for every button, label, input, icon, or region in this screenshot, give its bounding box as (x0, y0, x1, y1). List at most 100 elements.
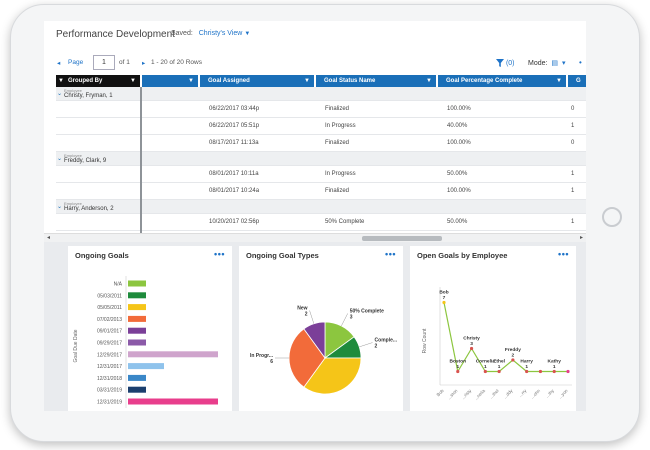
column-header-goal-percentage[interactable]: Goal Percentage Complete ▼ (438, 75, 566, 87)
tick-label: ...ddy (502, 388, 514, 400)
data-point (538, 369, 543, 374)
page-input[interactable]: 1 (93, 55, 115, 70)
tick-label: ...thy (544, 388, 555, 399)
prev-page-icon[interactable]: ◂ (57, 60, 61, 67)
data-label-value: 1 (484, 364, 487, 370)
chevron-down-icon[interactable]: ⌄ (57, 91, 63, 97)
tick-label: 09/01/2017 (97, 329, 122, 335)
scrollbar-thumb[interactable] (362, 236, 442, 241)
table-row[interactable]: 10/20/2017 02:56p 50% Complete 50.00% 1 (56, 214, 586, 231)
cell-extra: 1 (571, 219, 575, 225)
page-label: Page (68, 59, 84, 66)
more-icon[interactable]: ••• (385, 249, 396, 259)
saved-view-name[interactable]: Christy's View (198, 30, 243, 37)
column-header-spacer[interactable]: ▼ (142, 75, 198, 87)
tick-label: 12/31/2018 (97, 376, 122, 382)
data-label-name: Kathy (548, 359, 562, 365)
cell-status: Finalized (325, 140, 350, 146)
group-name: Harry, Anderson, 2 (64, 206, 114, 212)
mode-selector[interactable]: Mode: ▤ ▾ (528, 59, 566, 67)
bar (128, 292, 146, 299)
data-label-value: 1 (456, 364, 459, 370)
tick-label: ...thel (488, 388, 499, 399)
dropdown-icon[interactable]: ▼ (304, 78, 310, 84)
cell-status: Finalized (325, 106, 350, 112)
dropdown-icon[interactable]: ▼ (426, 78, 432, 84)
column-header-goal-assigned[interactable]: Goal Assigned ▼ (200, 75, 314, 87)
tick-label: ...yon (557, 388, 569, 400)
tick-label: 12/31/2017 (97, 364, 122, 370)
slice-label: Comple... (375, 338, 398, 344)
dropdown-icon[interactable]: ▼ (556, 78, 562, 84)
tick-label: ...risty (460, 388, 473, 401)
app-screen: Performance Development Saved: Christy's… (44, 21, 586, 411)
tick-label: ...ohn (530, 388, 542, 400)
saved-view-selector[interactable]: Saved: Christy's View ▼ (171, 30, 250, 37)
more-options-icon[interactable]: • (579, 58, 582, 67)
data-label-name: Cornelia (476, 359, 496, 365)
data-label-name: Christy (463, 336, 480, 342)
cell-extra: 0 (571, 140, 575, 146)
chevron-down-icon[interactable]: ⌄ (57, 156, 63, 162)
title-bar: Performance Development Saved: Christy's… (44, 21, 586, 47)
column-header-grouped-by[interactable]: ▼ Grouped By ▼ (56, 75, 140, 87)
bar (128, 339, 146, 346)
more-icon[interactable]: ••• (558, 249, 569, 259)
column-header-g[interactable]: G (568, 75, 586, 87)
table-row[interactable]: 08/01/2017 10:11a In Progress 50.00% 1 (56, 166, 586, 183)
bar (128, 374, 146, 381)
group-label: Employee (64, 153, 82, 158)
tick-label: 07/02/2013 (97, 317, 122, 323)
scroll-left-icon[interactable]: ◂ (47, 235, 51, 241)
cell-assigned: 10/20/2017 02:56p (209, 219, 260, 225)
home-button[interactable] (602, 207, 622, 227)
tick-label: Bob (436, 388, 446, 398)
data-point (566, 369, 570, 374)
bar (128, 304, 146, 311)
data-label-value: 1 (553, 364, 556, 370)
group-row[interactable]: ⌄ Employee Freddy, Clark, 9 (56, 152, 586, 166)
page-title: Performance Development (56, 29, 175, 40)
next-page-icon[interactable]: ▸ (142, 60, 146, 67)
chevron-down-icon[interactable]: ▼ (244, 31, 251, 37)
panel-title: Ongoing Goals (75, 251, 129, 260)
group-name: Christy, Fryman, 1 (64, 93, 113, 99)
data-label-name: Freddy (505, 347, 521, 353)
horizontal-scrollbar[interactable]: ◂ ▸ (44, 233, 586, 242)
scroll-right-icon[interactable]: ▸ (579, 235, 583, 241)
frozen-column-divider (140, 87, 142, 245)
table-row[interactable]: 06/22/2017 03:44p Finalized 100.00% 0 (56, 101, 586, 118)
data-label-name: Harry (520, 359, 533, 365)
group-row[interactable]: ⌄ Employee Christy, Fryman, 1 (56, 87, 586, 101)
document-icon[interactable]: ▤ (551, 60, 559, 67)
dropdown-icon[interactable]: ▼ (130, 78, 136, 84)
data-label-value: 2 (512, 353, 515, 359)
cell-assigned: 06/22/2017 03:44p (209, 106, 260, 112)
more-icon[interactable]: ••• (214, 249, 225, 259)
chevron-down-icon[interactable]: ▼ (58, 78, 64, 84)
filter-icon[interactable] (496, 59, 504, 67)
cell-assigned: 08/01/2017 10:24a (209, 188, 260, 194)
tick-label: 05/05/2011 (97, 305, 122, 311)
chevron-down-icon[interactable]: ⌄ (57, 204, 63, 210)
panel-title: Ongoing Goal Types (246, 251, 319, 260)
mode-label: Mode: (528, 60, 548, 67)
tick-label: ...nelia (473, 388, 486, 401)
slice-label: 50% Complete (350, 308, 384, 314)
cell-percent: 100.00% (447, 188, 471, 194)
table-row[interactable]: 08/01/2017 10:24a Finalized 100.00% 1 (56, 183, 586, 200)
dropdown-icon[interactable]: ▼ (188, 78, 194, 84)
data-point (456, 369, 460, 374)
table-row[interactable]: 06/22/2017 05:51p In Progress 40.00% 1 (56, 118, 586, 135)
group-name: Freddy, Clark, 9 (64, 158, 107, 164)
column-header-goal-status[interactable]: Goal Status Name ▼ (316, 75, 436, 87)
filter-button[interactable]: (0) (496, 59, 515, 67)
chevron-down-icon[interactable]: ▾ (562, 60, 566, 67)
goal-types-panel: Ongoing Goal Types ••• 50% Complete 3 Comp… (239, 246, 403, 411)
tablet-frame: Performance Development Saved: Christy's… (10, 4, 640, 442)
group-row[interactable]: ⌄ Employee Harry, Anderson, 2 (56, 200, 586, 214)
series-line (443, 302, 568, 374)
data-point (442, 300, 446, 305)
table-row[interactable]: 08/17/2017 11:13a Finalized 100.00% 0 (56, 135, 586, 152)
cell-percent: 50.00% (447, 219, 468, 225)
